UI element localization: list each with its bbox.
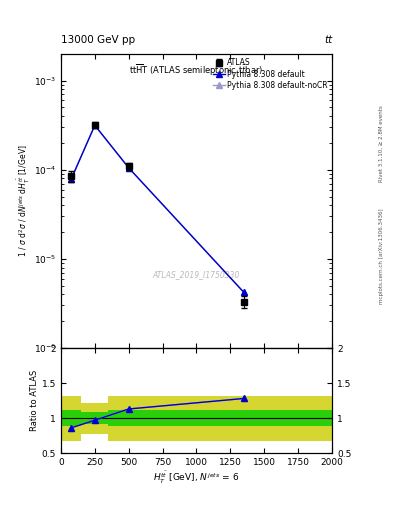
Text: 13000 GeV pp: 13000 GeV pp xyxy=(61,35,135,46)
Pythia 8.308 default-noCR xyxy=(126,165,131,171)
Pythia 8.308 default xyxy=(69,176,73,182)
Text: tt: tt xyxy=(324,35,332,46)
X-axis label: $H_T^{t\bar{t}}$ [GeV], $N^{jets}$ = 6: $H_T^{t\bar{t}}$ [GeV], $N^{jets}$ = 6 xyxy=(153,470,240,486)
Line: Pythia 8.308 default-noCR: Pythia 8.308 default-noCR xyxy=(68,122,247,295)
Text: mcplots.cern.ch [arXiv:1306.3436]: mcplots.cern.ch [arXiv:1306.3436] xyxy=(379,208,384,304)
Pythia 8.308 default xyxy=(92,122,97,129)
Line: Pythia 8.308 default: Pythia 8.308 default xyxy=(68,122,247,295)
Text: tt$\overline{\rm H}$T (ATLAS semileptonic t$\bar{t}$bar): tt$\overline{\rm H}$T (ATLAS semileptoni… xyxy=(129,62,264,78)
Text: Rivet 3.1.10, ≥ 2.8M events: Rivet 3.1.10, ≥ 2.8M events xyxy=(379,105,384,182)
Pythia 8.308 default-noCR xyxy=(92,122,97,129)
Legend: ATLAS, Pythia 8.308 default, Pythia 8.308 default-noCR: ATLAS, Pythia 8.308 default, Pythia 8.30… xyxy=(210,55,331,93)
Text: ATLAS_2019_I1750330: ATLAS_2019_I1750330 xyxy=(153,270,240,279)
Pythia 8.308 default-noCR xyxy=(69,176,73,182)
Y-axis label: Ratio to ATLAS: Ratio to ATLAS xyxy=(30,370,39,431)
Pythia 8.308 default-noCR xyxy=(242,289,246,295)
Pythia 8.308 default xyxy=(126,165,131,171)
Pythia 8.308 default xyxy=(242,289,246,295)
Y-axis label: 1 / $\sigma$ d$^2$$\sigma$ / d$N^{jets}$ d$H_T^{t\bar{t}}$ [1/GeV]: 1 / $\sigma$ d$^2$$\sigma$ / d$N^{jets}$… xyxy=(16,144,32,257)
